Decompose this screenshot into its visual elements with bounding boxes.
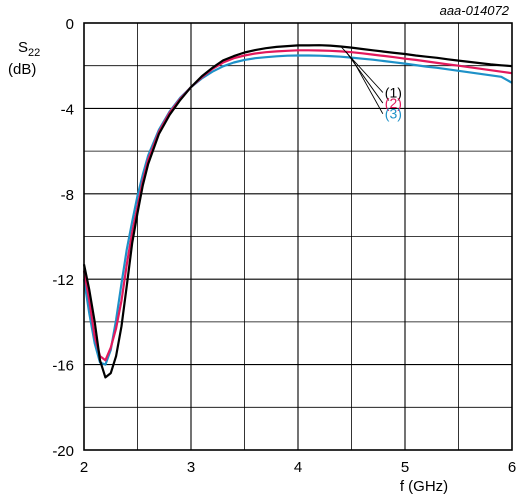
series-lines: [82, 44, 513, 379]
x-tick-label: 6: [508, 459, 516, 476]
y-tick-label: 0: [66, 16, 74, 33]
y-tick-label: -12: [52, 272, 74, 289]
x-tick-label: 3: [187, 459, 195, 476]
x-axis-label: f (GHz): [400, 478, 448, 495]
callout-line-3: [351, 57, 384, 114]
y-axis-unit: (dB): [8, 61, 36, 78]
series-label-3: (3): [385, 106, 402, 122]
grid-lines: [84, 23, 512, 450]
series-line-1: [82, 44, 513, 379]
callout-line-2: [345, 51, 384, 104]
y-axis-label-subscript: 22: [28, 47, 40, 59]
y-tick-label: -16: [52, 358, 74, 375]
x-tick-labels: 2 3 4 5 6: [80, 459, 516, 476]
series-line-3: [82, 54, 513, 366]
x-tick-label: 4: [294, 459, 302, 476]
x-tick-label: 2: [80, 459, 88, 476]
series-line-2: [82, 49, 513, 362]
series-label-1: (1): [385, 84, 402, 100]
series-labels: (1)(2)(3): [385, 84, 402, 121]
y-tick-labels: 0 -4 -8 -12 -16 -20: [52, 16, 74, 460]
series-label-2: (2): [385, 95, 402, 111]
y-tick-label: -4: [61, 101, 74, 118]
plot-frame: [83, 22, 513, 451]
callout-lines: [340, 46, 384, 114]
y-axis-label-main: S: [18, 39, 28, 56]
doc-id-label: aaa-014072: [440, 3, 510, 18]
y-tick-label: -20: [52, 443, 74, 460]
y-axis-label: S22: [18, 39, 40, 59]
x-tick-label: 5: [401, 459, 409, 476]
y-tick-label: -8: [61, 187, 74, 204]
